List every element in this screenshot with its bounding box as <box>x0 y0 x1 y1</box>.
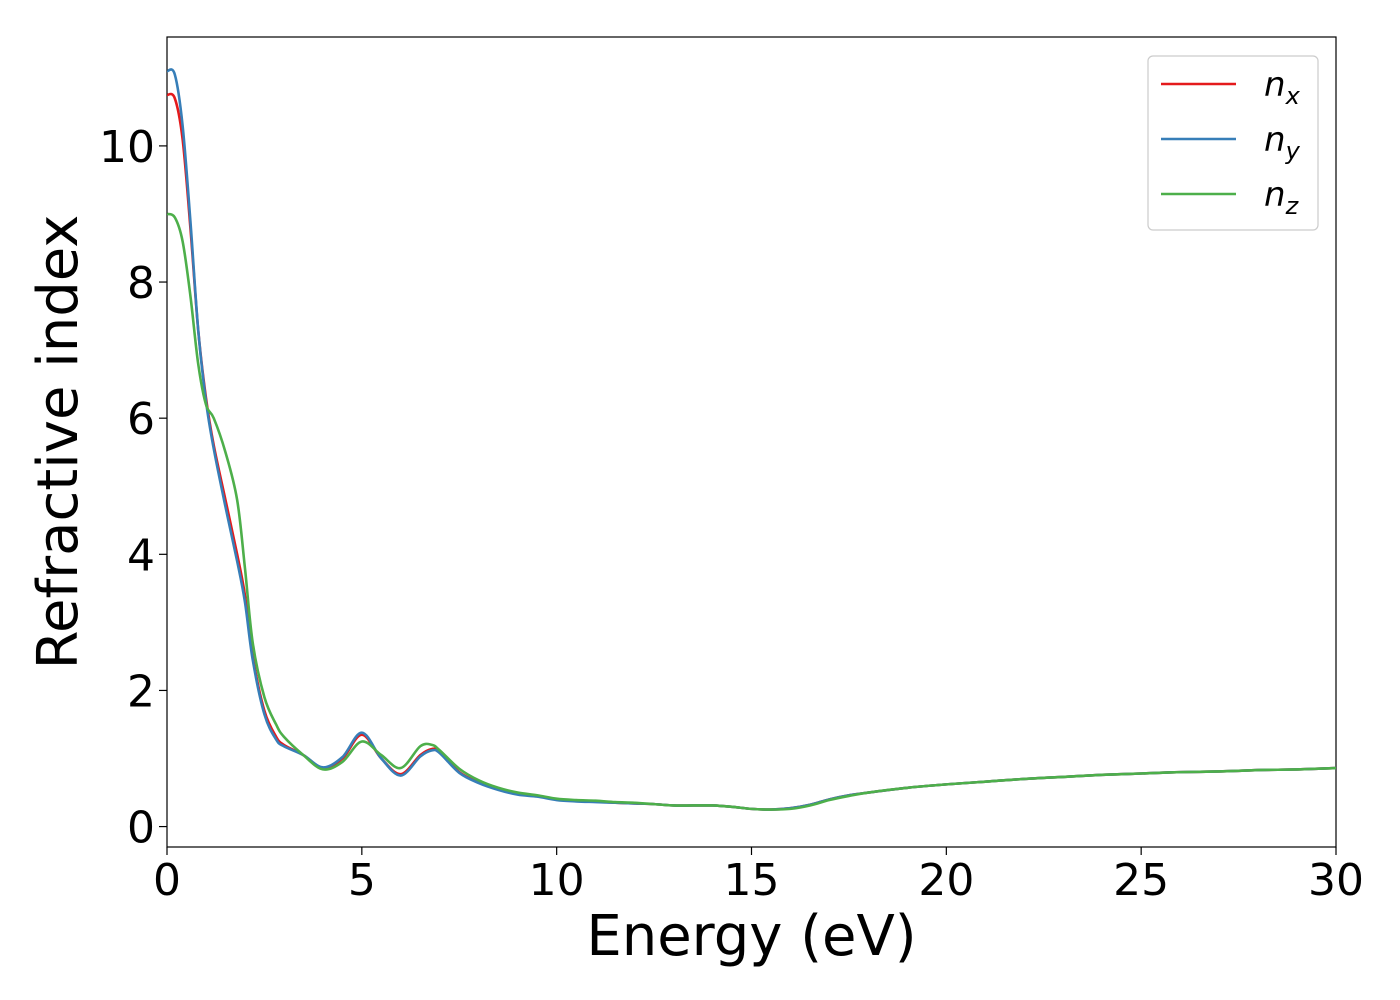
y-tick-label: 2 <box>127 666 155 717</box>
legend-box <box>1147 55 1319 231</box>
x-tick-label: 30 <box>1308 855 1364 906</box>
x-tick-label: 0 <box>153 855 181 906</box>
legend-label-nz: nz <box>1264 175 1300 220</box>
x-tick-label: 5 <box>348 855 376 906</box>
y-axis-ticks: 0 2 4 6 8 10 <box>99 122 167 854</box>
y-tick-label: 10 <box>99 122 155 173</box>
legend-label-ny: ny <box>1264 120 1301 165</box>
x-tick-label: 15 <box>724 855 780 906</box>
series-layer <box>167 68 1336 811</box>
y-axis-title: Refractive index <box>26 215 91 670</box>
legend-label-nx: nx <box>1264 65 1301 110</box>
x-tick-label: 20 <box>918 855 974 906</box>
legend: nx ny nz <box>1147 55 1319 231</box>
x-tick-label: 25 <box>1113 855 1169 906</box>
x-axis-title: Energy (eV) <box>586 904 916 969</box>
y-tick-label: 0 <box>127 803 155 854</box>
y-tick-label: 4 <box>127 530 155 581</box>
x-tick-label: 10 <box>529 855 585 906</box>
series-line-nz <box>167 212 1336 811</box>
y-tick-label: 6 <box>127 394 155 445</box>
x-axis-ticks: 0 5 10 15 20 25 30 <box>153 847 1364 906</box>
y-tick-label: 8 <box>127 258 155 309</box>
